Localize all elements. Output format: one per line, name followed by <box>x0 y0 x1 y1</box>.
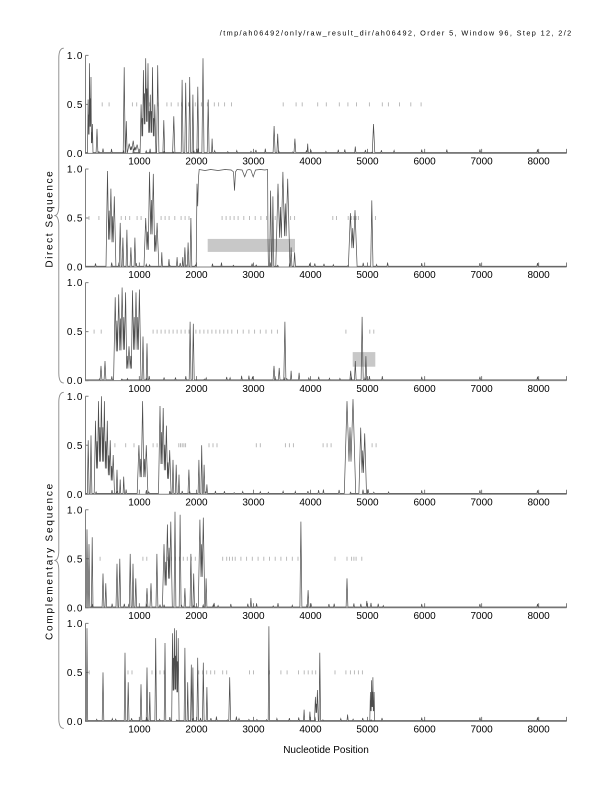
svg-text:0.5: 0.5 <box>67 441 83 452</box>
svg-text:0.0: 0.0 <box>67 490 83 501</box>
svg-text:8000: 8000 <box>527 384 550 395</box>
svg-text:3000: 3000 <box>242 157 265 168</box>
svg-text:1000: 1000 <box>128 497 151 508</box>
svg-text:1.0: 1.0 <box>67 505 83 516</box>
svg-text:7000: 7000 <box>470 157 493 168</box>
svg-text:1.0: 1.0 <box>67 165 83 176</box>
svg-text:6000: 6000 <box>413 270 436 281</box>
svg-text:1000: 1000 <box>128 725 151 736</box>
svg-text:4000: 4000 <box>299 384 322 395</box>
svg-text:6000: 6000 <box>413 725 436 736</box>
svg-text:4000: 4000 <box>299 497 322 508</box>
svg-text:4000: 4000 <box>299 157 322 168</box>
svg-text:4000: 4000 <box>299 270 322 281</box>
svg-text:Complementary Sequence: Complementary Sequence <box>45 482 56 640</box>
svg-text:4000: 4000 <box>299 611 322 622</box>
svg-text:5000: 5000 <box>356 497 379 508</box>
svg-text:7000: 7000 <box>470 725 493 736</box>
svg-text:1.0: 1.0 <box>67 619 83 630</box>
svg-text:2000: 2000 <box>185 384 208 395</box>
svg-text:5000: 5000 <box>356 270 379 281</box>
svg-text:2000: 2000 <box>185 157 208 168</box>
svg-text:7000: 7000 <box>470 611 493 622</box>
svg-text:2000: 2000 <box>185 270 208 281</box>
svg-text:2000: 2000 <box>185 611 208 622</box>
svg-text:0.5: 0.5 <box>67 100 83 111</box>
svg-text:1000: 1000 <box>128 157 151 168</box>
svg-text:0.0: 0.0 <box>67 717 83 728</box>
svg-text:0.5: 0.5 <box>67 668 83 679</box>
svg-text:7000: 7000 <box>470 497 493 508</box>
svg-text:0.0: 0.0 <box>67 263 83 274</box>
svg-text:4000: 4000 <box>299 725 322 736</box>
svg-text:8000: 8000 <box>527 497 550 508</box>
svg-text:3000: 3000 <box>242 725 265 736</box>
svg-text:8000: 8000 <box>527 157 550 168</box>
svg-text:3000: 3000 <box>242 270 265 281</box>
svg-text:/tmp/ah06492/only/raw_result_d: /tmp/ah06492/only/raw_result_dir/ah06492… <box>220 28 573 37</box>
svg-text:3000: 3000 <box>242 611 265 622</box>
svg-text:5000: 5000 <box>356 611 379 622</box>
svg-text:Direct Sequence: Direct Sequence <box>45 170 56 268</box>
svg-text:3000: 3000 <box>242 384 265 395</box>
svg-text:8000: 8000 <box>527 270 550 281</box>
svg-text:0.5: 0.5 <box>67 214 83 225</box>
svg-text:6000: 6000 <box>413 497 436 508</box>
svg-text:5000: 5000 <box>356 384 379 395</box>
svg-text:1000: 1000 <box>128 611 151 622</box>
svg-text:1.0: 1.0 <box>67 278 83 289</box>
svg-text:0.0: 0.0 <box>67 603 83 614</box>
svg-text:3000: 3000 <box>242 497 265 508</box>
svg-text:1000: 1000 <box>128 270 151 281</box>
svg-text:0.5: 0.5 <box>67 554 83 565</box>
svg-text:2000: 2000 <box>185 497 208 508</box>
svg-text:6000: 6000 <box>413 611 436 622</box>
svg-text:0.0: 0.0 <box>67 149 83 160</box>
svg-text:7000: 7000 <box>470 270 493 281</box>
svg-text:6000: 6000 <box>413 384 436 395</box>
svg-text:Nucleotide Position: Nucleotide Position <box>283 745 369 756</box>
svg-text:8000: 8000 <box>527 611 550 622</box>
svg-text:2000: 2000 <box>185 725 208 736</box>
svg-text:7000: 7000 <box>470 384 493 395</box>
svg-text:1000: 1000 <box>128 384 151 395</box>
svg-text:1.0: 1.0 <box>67 51 83 62</box>
svg-text:6000: 6000 <box>413 157 436 168</box>
svg-text:0.5: 0.5 <box>67 327 83 338</box>
svg-text:8000: 8000 <box>527 725 550 736</box>
svg-text:5000: 5000 <box>356 157 379 168</box>
svg-text:5000: 5000 <box>356 725 379 736</box>
svg-text:1.0: 1.0 <box>67 392 83 403</box>
svg-text:0.0: 0.0 <box>67 376 83 387</box>
